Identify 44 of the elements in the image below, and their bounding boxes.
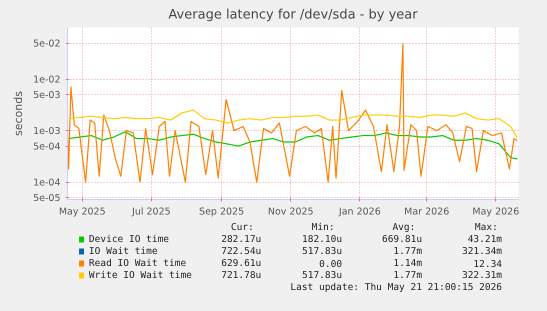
text: Cur: (230, 222, 254, 233)
y-tick-label: 1e-02 (33, 74, 60, 86)
legend-label: Device IO time (88, 234, 170, 245)
text: 721.78u (221, 270, 262, 281)
text: Max: (474, 222, 498, 233)
text: 0.00 (319, 259, 342, 270)
text: 322.31m (462, 270, 502, 281)
y-tick-label: 1e-03 (33, 126, 60, 138)
line-series (68, 131, 518, 160)
text: 1.77m (393, 246, 422, 257)
text: 1.14m (393, 258, 422, 269)
chart-title: Average latency for /dev/sda - by year (168, 8, 418, 22)
text: 12.34 (473, 259, 502, 270)
x-tick-label: Sep 2025 (199, 206, 244, 218)
text: 517.83u (302, 246, 342, 257)
text: 1.77m (393, 270, 422, 281)
text: 669.81u (382, 234, 422, 245)
text: Min: (312, 222, 335, 233)
x-tick-label: Mar 2026 (404, 206, 450, 218)
y-tick-label: 5e-05 (33, 193, 60, 204)
x-tick-label: Jan 2026 (338, 206, 381, 218)
y-tick-label: 5e-03 (33, 90, 60, 102)
text: 321.34m (462, 246, 502, 257)
text: 182.10u (302, 234, 342, 245)
legend-label: Read IO Wait time (88, 258, 186, 269)
text: 282.17u (221, 234, 262, 245)
x-tick-label: May 2026 (472, 206, 520, 218)
line-series (68, 43, 518, 183)
text: 517.83u (302, 270, 342, 281)
x-tick-label: Jul 2025 (131, 206, 171, 218)
x-tick-label: May 2025 (58, 206, 106, 218)
legend-label: Write IO Wait time (88, 270, 192, 281)
x-tick-label: Nov 2025 (268, 206, 314, 218)
text: Last update: Thu May 21 21:00:15 2026 (290, 282, 502, 293)
legend-label: IO Wait time (88, 246, 158, 257)
line-series (68, 109, 518, 139)
text: 629.61u (221, 258, 262, 269)
y-axis-title: seconds (12, 90, 26, 136)
y-tick-label: 5e-04 (33, 142, 60, 153)
y-tick-label: 5e-02 (33, 38, 60, 50)
y-tick-label: 1e-04 (33, 178, 60, 189)
text: Avg: (392, 222, 416, 233)
text: 43.21m (468, 234, 502, 245)
text: 722.54u (221, 246, 262, 257)
